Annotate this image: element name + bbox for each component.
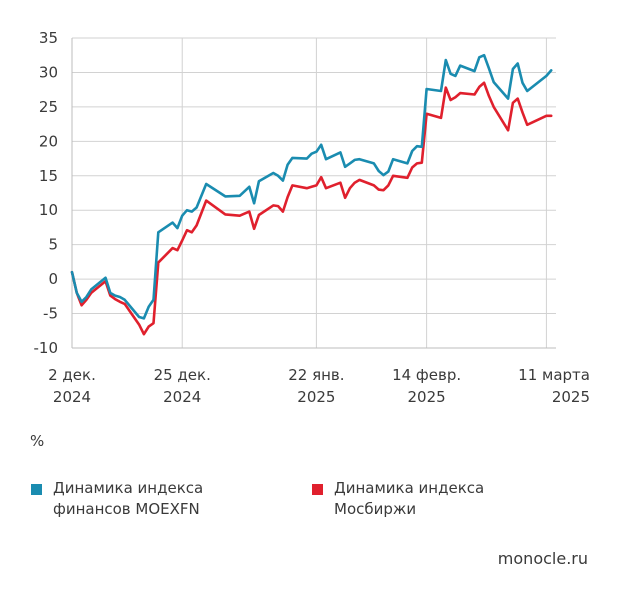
y-tick-label: 25 <box>39 98 58 116</box>
y-tick-label: -5 <box>43 305 58 323</box>
y-tick-label: 0 <box>48 270 58 288</box>
x-tick-year-label: 2024 <box>163 388 201 406</box>
legend-swatch-moexfn <box>31 484 42 495</box>
x-tick-label: 11 марта <box>518 366 590 384</box>
y-tick-label: -10 <box>34 339 59 357</box>
x-tick-year-label: 2024 <box>53 388 91 406</box>
x-tick-label: 2 дек. <box>48 366 96 384</box>
legend-item-moex: Динамика индекса Мосбиржи <box>312 478 524 520</box>
x-tick-label: 14 февр. <box>392 366 461 384</box>
y-tick-label: 20 <box>39 132 58 150</box>
legend-label-moex-line1: Динамика индекса <box>334 479 485 497</box>
x-tick-year-label: 2025 <box>297 388 335 406</box>
y-tick-label: 10 <box>39 201 58 219</box>
y-tick-label: 15 <box>39 167 58 185</box>
y-tick-label: 30 <box>39 63 58 81</box>
series-line-moexfn <box>70 53 553 320</box>
legend-item-moexfn: Динамика индекса финансов MOEXFN <box>31 478 243 520</box>
y-unit-label: % <box>30 432 45 450</box>
y-tick-label: 5 <box>48 236 58 254</box>
legend-swatch-moex <box>312 484 323 495</box>
y-tick-label: 35 <box>39 29 58 47</box>
series-line-moex <box>70 81 553 336</box>
x-tick-label: 25 дек. <box>154 366 211 384</box>
legend-label-moexfn-line1: Динамика индекса <box>53 479 204 497</box>
x-tick-label: 22 янв. <box>288 366 344 384</box>
x-tick-year-label: 2025 <box>552 388 590 406</box>
legend-label-moexfn-line2: финансов MOEXFN <box>53 500 200 518</box>
legend-label-moex-line2: Мосбиржи <box>334 500 417 518</box>
source-label: monocle.ru <box>497 549 588 568</box>
x-tick-year-label: 2025 <box>408 388 446 406</box>
